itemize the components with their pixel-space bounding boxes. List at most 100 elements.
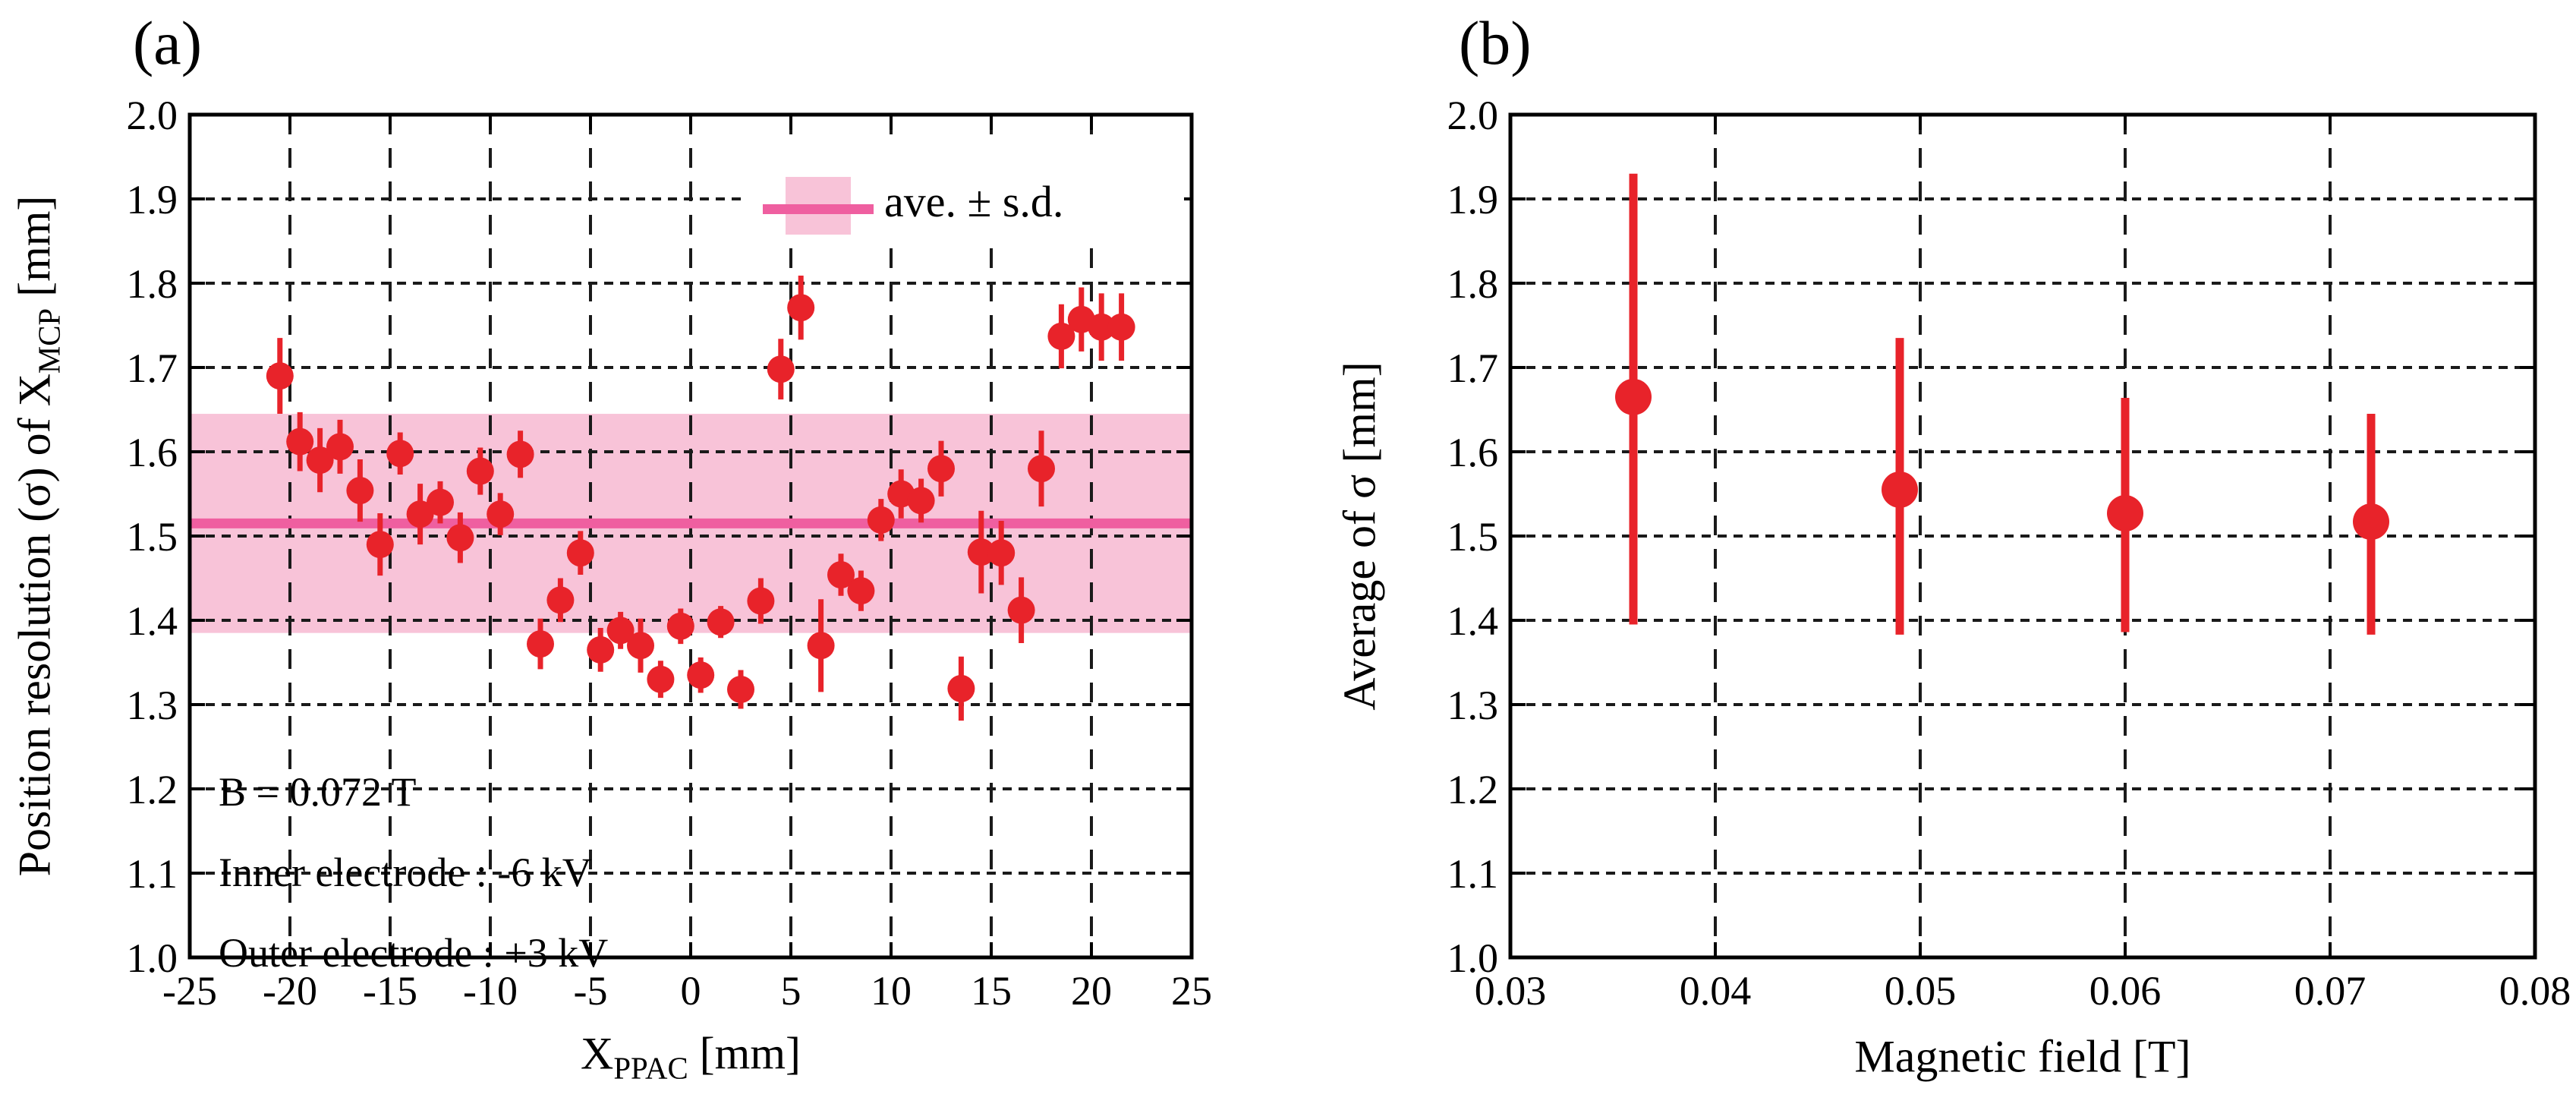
x-tick-label: 0.04	[1680, 968, 1752, 1014]
x-tick-label: 0.03	[1475, 968, 1547, 1014]
data-point	[687, 661, 715, 689]
y-tick-label: 1.7	[1447, 345, 1499, 391]
data-point	[987, 539, 1016, 567]
panel-a-annotation: B = 0.072 T Inner electrode : -6 kV Oute…	[219, 752, 608, 993]
x-tick-label: 10	[871, 968, 912, 1014]
data-point	[1007, 596, 1035, 624]
y-tick-label: 1.3	[127, 683, 178, 728]
panel-a-y-title-units: [mm]	[9, 195, 60, 308]
data-point	[627, 632, 654, 660]
data-point	[506, 440, 534, 468]
data-point	[907, 487, 935, 515]
data-point	[566, 539, 594, 567]
panel-b-x-axis-title: Magnetic field [T]	[1854, 1031, 2191, 1082]
y-tick-label: 1.2	[1447, 767, 1499, 812]
y-tick-label: 1.4	[127, 598, 178, 644]
panel-a-y-title-text: Position resolution (σ) of X	[9, 374, 60, 877]
data-point	[807, 632, 835, 660]
y-tick-label: 1.5	[1447, 514, 1499, 560]
data-point	[466, 457, 494, 485]
annotation-outer-electrode: Outer electrode : +3 kV	[219, 930, 609, 976]
annotation-inner-electrode: Inner electrode : -6 kV	[219, 850, 592, 895]
y-tick-label: 1.9	[127, 177, 178, 222]
y-tick-label: 1.6	[127, 430, 178, 475]
data-point	[707, 608, 735, 636]
panel-a-plot: -25 -20 -15 -10 -5 0 5 10 15 20 25 1.0 1.1 1.2 1.3 1.4 1…	[127, 93, 1213, 1014]
data-point	[266, 362, 294, 390]
y-tick-label: 1.7	[127, 345, 178, 391]
data-point	[727, 676, 754, 704]
y-tick-label: 1.1	[1447, 851, 1499, 897]
y-tick-label: 1.9	[1447, 177, 1499, 222]
x-tick-label: 0.07	[2294, 968, 2367, 1014]
data-point	[1107, 313, 1135, 341]
data-point	[587, 636, 615, 664]
panel-a-y-axis-title: Position resolution (σ) of XMCP [mm]	[9, 196, 68, 877]
data-point	[406, 500, 434, 528]
x-tick-label: -25	[162, 968, 217, 1014]
panel-a-x-title-subscript: PPAC	[613, 1051, 688, 1086]
data-point	[1028, 455, 1055, 483]
x-tick-label: -20	[263, 968, 317, 1014]
legend: ave. ± s.d.	[748, 140, 1184, 241]
y-tick-label: 1.4	[1447, 598, 1499, 644]
data-point	[487, 500, 515, 528]
data-point	[747, 587, 775, 615]
x-tick-label: 0	[681, 968, 701, 1014]
y-tick-label: 2.0	[1447, 93, 1499, 138]
data-point	[446, 524, 474, 552]
x-tick-label: 5	[781, 968, 801, 1014]
data-point	[306, 446, 334, 475]
panel-a-label: (a)	[133, 8, 203, 77]
y-tick-label: 1.8	[127, 261, 178, 307]
data-point	[827, 561, 855, 589]
panel-a-x-title-units: [mm]	[688, 1028, 801, 1079]
y-tick-label: 1.5	[127, 514, 178, 560]
y-tick-label: 1.6	[1447, 430, 1499, 475]
y-tick-label: 1.0	[127, 935, 178, 981]
x-tick-label: -10	[463, 968, 518, 1014]
data-point	[767, 355, 795, 383]
data-point	[1088, 313, 1116, 341]
panel-a-x-axis-title: XPPAC [mm]	[581, 1028, 801, 1086]
y-tick-label: 2.0	[127, 93, 178, 138]
legend-average-line-icon	[763, 204, 874, 214]
data-point	[606, 617, 635, 645]
data-point	[967, 538, 995, 566]
panel-a-y-title-subscript: MCP	[32, 308, 67, 374]
panel-b-plot: 0.03 0.04 0.05 0.06 0.07 0.08 1.0 1.1 1.2 1.3 1.4 1…	[1447, 93, 2571, 1014]
y-tick-label: 1.1	[127, 851, 178, 897]
panel-b-y-axis-title: Average of σ [mm]	[1334, 361, 1385, 711]
data-point	[1047, 322, 1075, 350]
data-point	[286, 427, 314, 456]
x-tick-label: -5	[574, 968, 608, 1014]
x-tick-label: 25	[1171, 968, 1212, 1014]
panel-b-label: (b)	[1459, 8, 1532, 77]
data-point	[427, 488, 454, 516]
data-point	[867, 506, 895, 534]
data-point	[326, 433, 354, 461]
annotation-magnetic-field: B = 0.072 T	[219, 769, 417, 815]
y-tick-label: 1.2	[127, 767, 178, 812]
x-tick-label: 0.06	[2089, 968, 2162, 1014]
data-point	[847, 577, 875, 605]
data-point	[527, 630, 554, 658]
x-tick-label: -15	[363, 968, 417, 1014]
panel-a-x-title-text: X	[581, 1028, 614, 1079]
x-tick-label: 15	[971, 968, 1012, 1014]
x-tick-label: 20	[1071, 968, 1112, 1014]
data-point	[2107, 495, 2143, 532]
y-tick-label: 1.3	[1447, 683, 1499, 728]
data-point	[386, 440, 414, 468]
data-point	[927, 455, 955, 483]
x-tick-label: 0.05	[1885, 968, 1957, 1014]
x-tick-label: 0.08	[2499, 968, 2571, 1014]
data-point	[666, 612, 694, 640]
data-point	[366, 531, 394, 559]
data-point	[947, 674, 975, 702]
data-point	[1615, 378, 1652, 415]
legend-label: ave. ± s.d.	[884, 177, 1064, 226]
data-point	[2353, 503, 2389, 541]
